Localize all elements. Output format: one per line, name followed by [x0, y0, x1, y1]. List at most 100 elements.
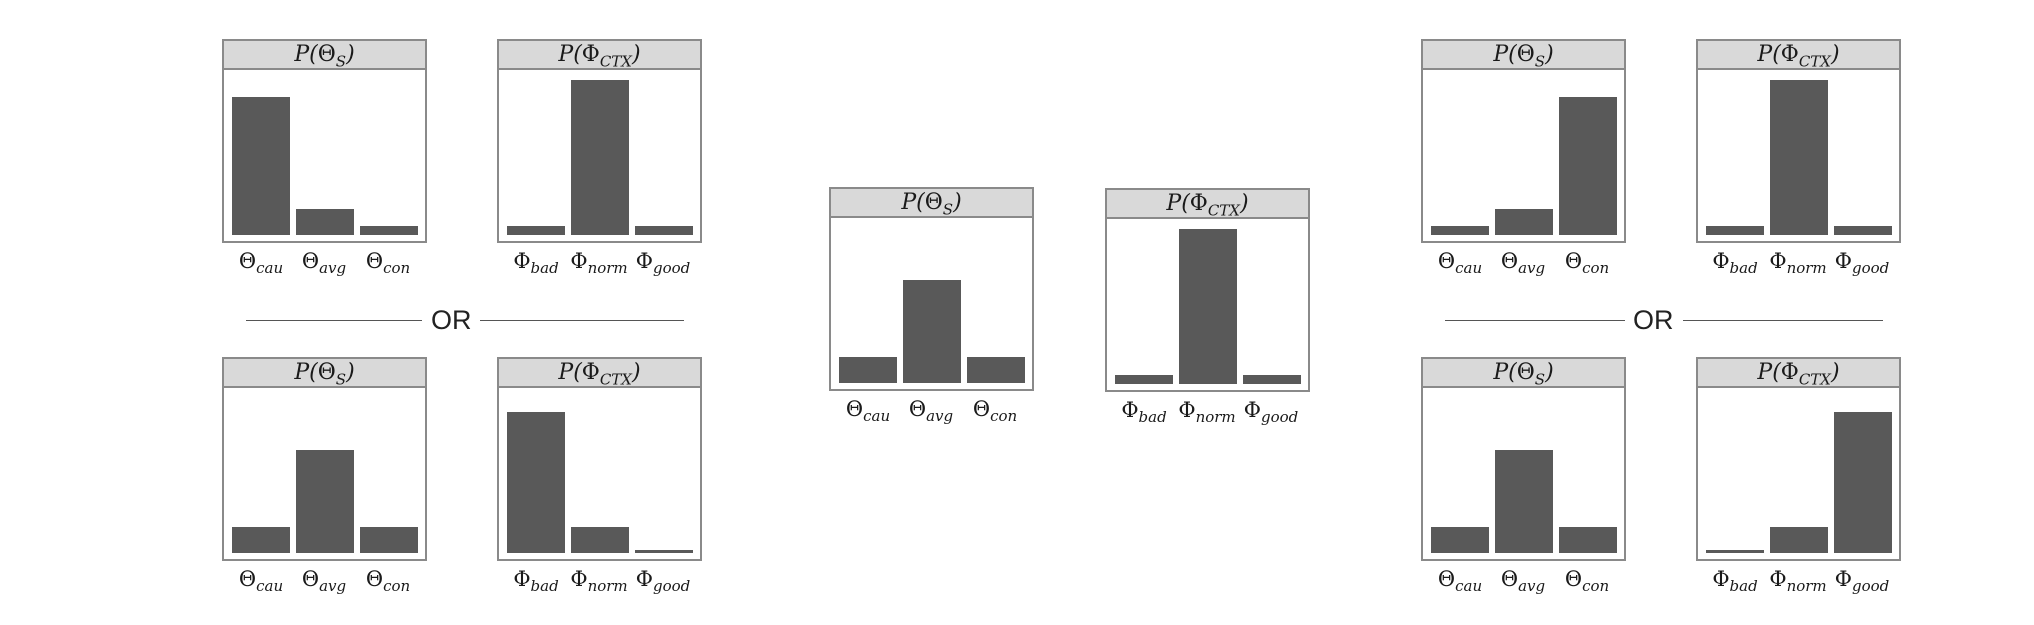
x-tick-labels: Θcau Θavg Θcon — [829, 391, 1034, 426]
bar-good — [1834, 412, 1892, 553]
x-tick-labels: Φbad Φnorm Φgood — [1105, 392, 1310, 427]
or-label: OR — [1633, 305, 1674, 335]
x-tick-label: Θavg — [1500, 249, 1546, 278]
or-separator-right: OR — [1445, 305, 1883, 335]
x-tick-labels: Φbad Φnorm Φgood — [1696, 243, 1901, 278]
chart-panel-L1-phi: P(ΦCTX) Φbad Φnorm Φgood — [497, 39, 702, 278]
bar-avg — [903, 280, 961, 383]
x-tick-label: Φnorm — [570, 249, 628, 278]
plot-area — [222, 388, 427, 561]
bar-avg — [296, 450, 354, 553]
or-label: OR — [431, 305, 472, 335]
bar-norm — [1770, 80, 1828, 235]
bar-avg — [1495, 450, 1553, 553]
x-tick-label: Θavg — [301, 567, 347, 596]
panel-title: P(ΘS) — [1421, 39, 1626, 70]
x-tick-label: Θavg — [908, 397, 954, 426]
x-tick-label: Θcon — [365, 567, 411, 596]
panel-title: P(ΘS) — [222, 357, 427, 388]
bar-cau — [839, 357, 897, 383]
bar-con — [967, 357, 1025, 383]
bar-norm — [1179, 229, 1237, 384]
chart-panel-R1-phi: P(ΦCTX) Φbad Φnorm Φgood — [1696, 39, 1901, 278]
bar-bad — [507, 412, 565, 553]
panel-title: P(ΦCTX) — [1696, 357, 1901, 388]
panel-title: P(ΦCTX) — [497, 357, 702, 388]
chart-panel-L2-theta: P(ΘS) Θcau Θavg Θcon — [222, 357, 427, 596]
chart-panel-R2-phi: P(ΦCTX) Φbad Φnorm Φgood — [1696, 357, 1901, 596]
panel-title: P(ΦCTX) — [497, 39, 702, 70]
x-tick-label: Θcon — [972, 397, 1018, 426]
chart-panel-L2-phi: P(ΦCTX) Φbad Φnorm Φgood — [497, 357, 702, 596]
x-tick-label: Θcau — [1437, 567, 1483, 596]
or-rule-left — [1445, 320, 1625, 321]
panel-title: P(ΘS) — [222, 39, 427, 70]
bar-good — [635, 550, 693, 553]
x-tick-label: Φgood — [635, 567, 691, 596]
panel-title: P(ΦCTX) — [1105, 188, 1310, 219]
x-tick-label: Φbad — [1712, 249, 1758, 278]
bar-norm — [571, 527, 629, 553]
or-rule-right — [1683, 320, 1883, 321]
x-tick-label: Φgood — [1243, 398, 1299, 427]
bar-cau — [232, 97, 290, 235]
plot-area — [1421, 70, 1626, 243]
x-tick-label: Θcon — [1564, 567, 1610, 596]
x-tick-label: Θcau — [238, 249, 284, 278]
x-tick-label: Φnorm — [1769, 567, 1827, 596]
x-tick-label: Φbad — [513, 567, 559, 596]
x-tick-labels: Φbad Φnorm Φgood — [497, 243, 702, 278]
panel-title: P(ΘS) — [829, 187, 1034, 218]
chart-panel-M-theta: P(ΘS) Θcau Θavg Θcon — [829, 187, 1034, 426]
x-tick-labels: Φbad Φnorm Φgood — [497, 561, 702, 596]
x-tick-label: Θcon — [365, 249, 411, 278]
bar-good — [1243, 375, 1301, 384]
x-tick-label: Φbad — [1121, 398, 1167, 427]
plot-area — [1421, 388, 1626, 561]
chart-panel-L1-theta: P(ΘS) Θcau Θavg Θcon — [222, 39, 427, 278]
bar-con — [360, 527, 418, 553]
x-tick-labels: Θcau Θavg Θcon — [1421, 561, 1626, 596]
x-tick-label: Φnorm — [1769, 249, 1827, 278]
panel-title: P(ΦCTX) — [1696, 39, 1901, 70]
x-tick-label: Φgood — [1834, 567, 1890, 596]
bar-bad — [1706, 550, 1764, 553]
x-tick-label: Φnorm — [570, 567, 628, 596]
x-tick-label: Φgood — [1834, 249, 1890, 278]
plot-area — [222, 70, 427, 243]
or-separator-left: OR — [246, 305, 684, 335]
x-tick-label: Θcau — [238, 567, 284, 596]
bar-good — [1834, 226, 1892, 235]
x-tick-label: Θcon — [1564, 249, 1610, 278]
plot-area — [1696, 70, 1901, 243]
bar-avg — [1495, 209, 1553, 235]
bar-cau — [1431, 527, 1489, 553]
bar-bad — [1115, 375, 1173, 384]
bar-con — [1559, 527, 1617, 553]
x-tick-label: Φbad — [1712, 567, 1758, 596]
x-tick-label: Θcau — [845, 397, 891, 426]
x-tick-labels: Θcau Θavg Θcon — [1421, 243, 1626, 278]
bar-cau — [232, 527, 290, 553]
panel-title: P(ΘS) — [1421, 357, 1626, 388]
bar-bad — [1706, 226, 1764, 235]
or-rule-left — [246, 320, 422, 321]
plot-area — [497, 70, 702, 243]
x-tick-label: Θcau — [1437, 249, 1483, 278]
plot-area — [1105, 219, 1310, 392]
plot-area — [497, 388, 702, 561]
bar-cau — [1431, 226, 1489, 235]
plot-area — [829, 218, 1034, 391]
chart-panel-R2-theta: P(ΘS) Θcau Θavg Θcon — [1421, 357, 1626, 596]
or-rule-right — [480, 320, 684, 321]
x-tick-labels: Φbad Φnorm Φgood — [1696, 561, 1901, 596]
bar-norm — [571, 80, 629, 235]
plot-area — [1696, 388, 1901, 561]
bar-con — [360, 226, 418, 235]
x-tick-label: Θavg — [1500, 567, 1546, 596]
bar-avg — [296, 209, 354, 235]
chart-panel-R1-theta: P(ΘS) Θcau Θavg Θcon — [1421, 39, 1626, 278]
bar-norm — [1770, 527, 1828, 553]
bar-good — [635, 226, 693, 235]
chart-panel-M-phi: P(ΦCTX) Φbad Φnorm Φgood — [1105, 188, 1310, 427]
